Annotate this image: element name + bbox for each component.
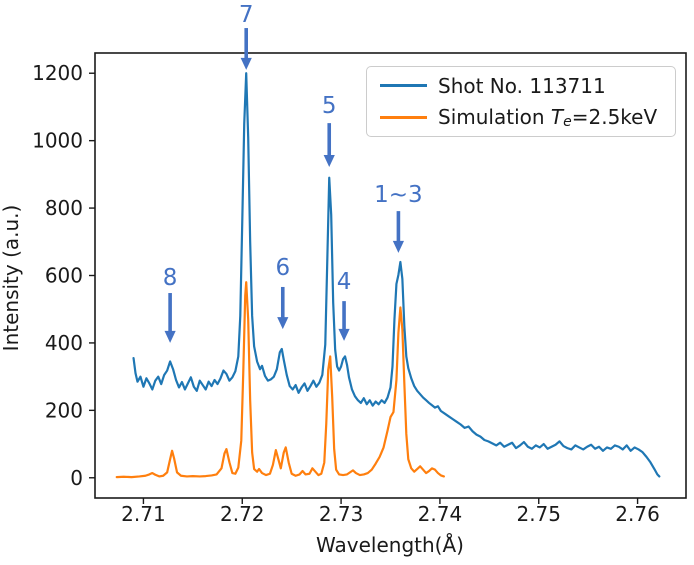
plot-border bbox=[94, 52, 687, 499]
annotation-arrowhead-icon bbox=[240, 57, 252, 70]
series-shot-line bbox=[132, 72, 661, 478]
legend-entry-simulation: Simulation Te=2.5keV bbox=[367, 102, 675, 132]
y-tick-label: 1200 bbox=[32, 61, 83, 85]
y-tick-label: 200 bbox=[45, 398, 83, 422]
x-axis-label: Wavelength(Å) bbox=[316, 533, 464, 557]
annotation-arrowhead-icon bbox=[164, 330, 176, 343]
annotation-arrowhead-icon bbox=[323, 154, 335, 167]
annotation-arrowhead-icon bbox=[277, 317, 289, 330]
annotation-label-4: 4 bbox=[337, 269, 352, 295]
y-tick-label: 1000 bbox=[32, 129, 83, 153]
annotation-label-5: 5 bbox=[322, 93, 337, 119]
y-tick-label: 800 bbox=[45, 196, 83, 220]
annotation-arrowhead-icon bbox=[338, 328, 350, 341]
x-tick-label: 2.75 bbox=[516, 502, 561, 526]
legend-label-shot: Shot No. 113711 bbox=[438, 73, 606, 98]
series-simulation-line bbox=[115, 281, 445, 479]
legend-line-sample-blue bbox=[380, 84, 427, 88]
annotation-label-8: 8 bbox=[163, 265, 178, 291]
y-tick-label: 400 bbox=[45, 331, 83, 355]
y-tick-label: 600 bbox=[45, 264, 83, 288]
x-tick-label: 2.74 bbox=[418, 502, 463, 526]
annotation-arrowhead-icon bbox=[392, 240, 405, 253]
annotation-label-1-3: 1~3 bbox=[374, 182, 423, 208]
y-tick-label: 0 bbox=[70, 466, 83, 490]
x-tick-label: 2.71 bbox=[121, 502, 166, 526]
legend: Shot No. 113711 Simulation Te=2.5keV bbox=[366, 66, 676, 137]
legend-label-simulation: Simulation Te=2.5keV bbox=[438, 105, 658, 131]
annotation-label-7: 7 bbox=[239, 2, 254, 28]
legend-entry-shot: Shot No. 113711 bbox=[367, 71, 675, 101]
x-tick-label: 2.76 bbox=[615, 502, 660, 526]
annotation-label-6: 6 bbox=[275, 255, 290, 281]
x-tick-label: 2.72 bbox=[220, 502, 265, 526]
legend-line-sample-orange bbox=[380, 115, 427, 119]
x-tick-label: 2.73 bbox=[319, 502, 364, 526]
y-axis-label: Intensity (a.u.) bbox=[0, 205, 23, 352]
